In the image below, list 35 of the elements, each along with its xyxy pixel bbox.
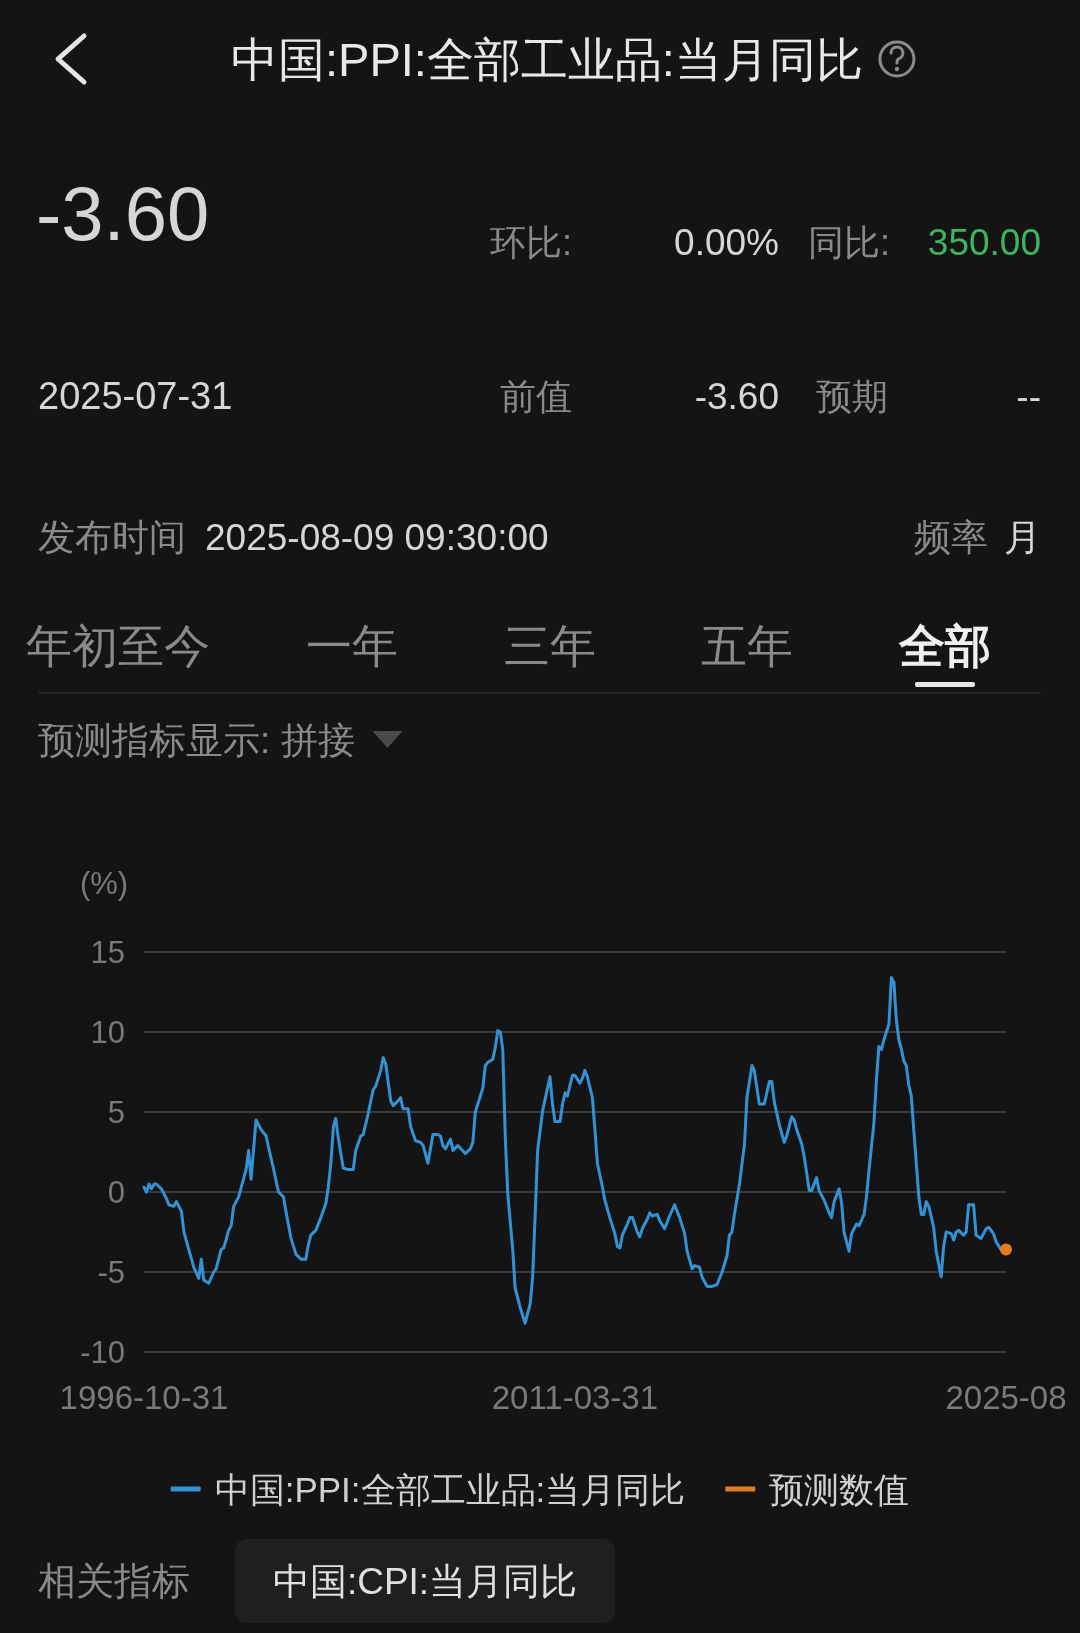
- text: 2025-07-31: [38, 375, 233, 417]
- text: 月: [1004, 516, 1041, 558]
- legend-label: 中国:PPI:全部工业品:当月同比: [214, 1469, 686, 1509]
- y-tick-label: 10: [90, 1014, 125, 1050]
- text: 全部: [898, 620, 991, 672]
- text: 前值: [500, 375, 572, 417]
- text: -3.60: [36, 170, 210, 256]
- text: 预测指标显示: 拼接: [38, 719, 355, 761]
- text: 一年: [306, 620, 398, 672]
- text: 频率: [914, 516, 988, 558]
- text: 预期: [816, 375, 888, 417]
- text: 同比:: [808, 221, 891, 263]
- text: 相关指标: [38, 1560, 190, 1602]
- y-tick-label: -10: [80, 1334, 125, 1370]
- text: 发布时间: [38, 516, 186, 558]
- text: 环比:: [490, 221, 573, 263]
- x-tick-label: 2011-03-31: [491, 1378, 659, 1416]
- text: 五年: [701, 620, 793, 672]
- chart-title: 中国:PPI:全部工业品:当月同比: [231, 32, 863, 86]
- y-tick-label: -5: [97, 1254, 125, 1290]
- text: -3.60: [694, 375, 779, 417]
- x-tick-label: 2025-08: [945, 1378, 1067, 1416]
- text: 年初至今: [26, 620, 210, 672]
- y-tick-label: 5: [107, 1094, 125, 1130]
- text: 0.00%: [674, 221, 779, 263]
- text: 中国:CPI:当月同比: [272, 1560, 578, 1602]
- y-axis-title: (%): [79, 865, 129, 901]
- x-tick-label: 1996-10-31: [59, 1378, 229, 1416]
- text: 三年: [504, 620, 596, 672]
- legend-label: 预测数值: [769, 1469, 910, 1509]
- text: 350.00: [927, 221, 1041, 263]
- y-tick-label: 0: [107, 1174, 125, 1210]
- text: --: [1016, 375, 1041, 417]
- y-tick-label: 15: [90, 934, 125, 970]
- text: 2025-08-09 09:30:00: [205, 516, 549, 558]
